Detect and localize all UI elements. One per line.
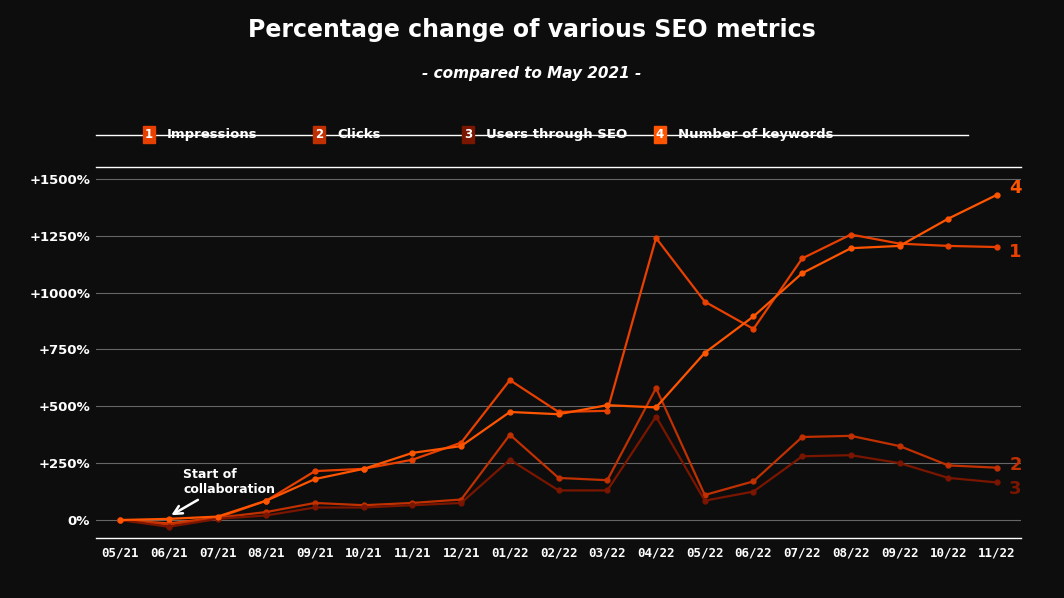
Text: Start of
collaboration: Start of collaboration (173, 468, 276, 514)
Text: 4: 4 (655, 128, 664, 141)
Text: Percentage change of various SEO metrics: Percentage change of various SEO metrics (248, 18, 816, 42)
Text: Number of keywords: Number of keywords (678, 128, 833, 141)
Text: 2: 2 (315, 128, 323, 141)
Text: 1: 1 (145, 128, 153, 141)
Text: 1: 1 (1010, 243, 1021, 261)
Text: - compared to May 2021 -: - compared to May 2021 - (422, 66, 642, 81)
Text: 3: 3 (1010, 480, 1021, 498)
Text: 3: 3 (464, 128, 472, 141)
Text: Clicks: Clicks (337, 128, 381, 141)
Text: 4: 4 (1010, 179, 1021, 197)
Text: Impressions: Impressions (167, 128, 257, 141)
Text: 2: 2 (1010, 456, 1021, 474)
Text: Users through SEO: Users through SEO (486, 128, 628, 141)
